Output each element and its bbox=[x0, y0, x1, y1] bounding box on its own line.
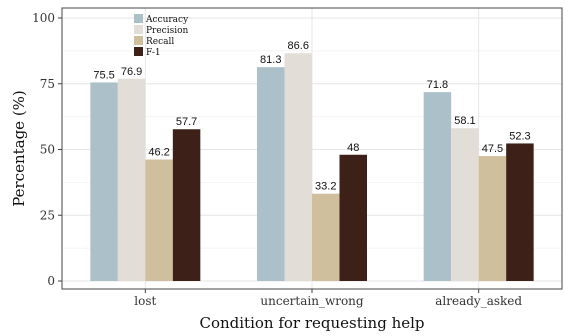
legend-label: Accuracy bbox=[145, 15, 189, 25]
bar-f1-uncertain_wrong bbox=[339, 154, 367, 281]
x-tick-label: uncertain_wrong bbox=[260, 294, 364, 308]
y-tick-label: 25 bbox=[40, 208, 55, 222]
bar-f1-already_asked bbox=[506, 143, 534, 281]
bar-recall-lost bbox=[145, 159, 173, 281]
y-tick-label: 100 bbox=[32, 11, 55, 25]
y-axis-ticks: 0 25 50 75 100 bbox=[32, 11, 62, 288]
bar-value-labels: 75.5 76.9 46.2 57.7 81.3 86.6 33.2 48 71.8 58.1 47… bbox=[93, 40, 530, 192]
x-tick-label: lost bbox=[134, 294, 156, 308]
y-tick-label: 50 bbox=[40, 143, 55, 157]
bar-value-label: 76.9 bbox=[121, 66, 142, 78]
bar-value-label: 48 bbox=[347, 142, 359, 154]
bar-value-label: 81.3 bbox=[260, 54, 281, 66]
y-tick-label: 0 bbox=[47, 274, 55, 288]
bar-precision-lost bbox=[117, 78, 146, 282]
bar-value-label: 46.2 bbox=[148, 146, 169, 158]
bar-value-label: 52.3 bbox=[509, 130, 530, 142]
legend-swatch bbox=[134, 47, 143, 56]
legend-label: Precision bbox=[146, 26, 189, 36]
bar-value-label: 33.2 bbox=[315, 181, 336, 193]
bar-value-label: 86.6 bbox=[288, 40, 309, 52]
x-axis-title: Condition for requesting help bbox=[199, 314, 424, 332]
legend-label: F-1 bbox=[146, 48, 161, 58]
bars bbox=[90, 53, 534, 282]
legend-label: Recall bbox=[146, 37, 174, 47]
y-axis-title: Percentage (%) bbox=[10, 90, 28, 207]
y-tick-label: 75 bbox=[40, 77, 55, 91]
bar-value-label: 57.7 bbox=[176, 116, 197, 128]
bar-value-label: 47.5 bbox=[482, 143, 503, 155]
bar-recall-uncertain_wrong bbox=[312, 193, 340, 281]
legend-swatch bbox=[134, 36, 143, 45]
bar-value-label: 75.5 bbox=[93, 69, 114, 81]
bar-precision-already_asked bbox=[451, 128, 479, 281]
bar-f1-lost bbox=[172, 129, 201, 281]
bar-recall-already_asked bbox=[478, 156, 507, 281]
x-tick-label: already_asked bbox=[435, 294, 522, 308]
bar-value-label: 71.8 bbox=[427, 79, 448, 91]
x-axis-ticks: lost uncertain_wrong already_asked bbox=[134, 289, 522, 308]
bar-accuracy-already_asked bbox=[423, 92, 452, 281]
legend-swatch bbox=[134, 25, 143, 34]
bar-accuracy-uncertain_wrong bbox=[257, 67, 285, 281]
bar-precision-uncertain_wrong bbox=[284, 53, 312, 281]
plot-panel-border bbox=[61, 7, 563, 290]
bar-value-label: 58.1 bbox=[454, 115, 475, 127]
bar-accuracy-lost bbox=[90, 82, 118, 281]
legend-swatch bbox=[134, 14, 143, 23]
